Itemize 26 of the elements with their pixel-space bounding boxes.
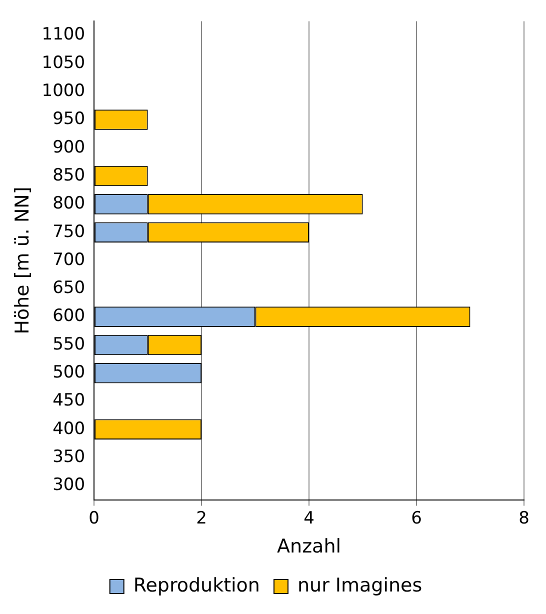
y-tick-label: 600 [52, 306, 86, 326]
x-tick-label: 8 [518, 508, 530, 528]
y-tick-label: 950 [52, 109, 86, 130]
y-tick-label: 400 [52, 418, 86, 439]
x-tick-label: 4 [304, 508, 314, 528]
legend-label: nur Imagines [297, 574, 422, 596]
y-tick-label: 550 [52, 334, 86, 354]
y-tick-label: 750 [52, 222, 86, 242]
y-tick-label: 1050 [42, 52, 86, 73]
y-tick-label: 450 [52, 390, 86, 411]
y-tick-label: 650 [52, 278, 86, 298]
y-tick-label: 900 [52, 137, 86, 158]
y-axis-title: Höhe [m ü. NN] [11, 186, 34, 334]
y-tick-label: 850 [52, 165, 86, 186]
x-tick-label: 2 [196, 508, 207, 528]
y-tick-label: 700 [52, 250, 86, 270]
x-axis-title: Anzahl [277, 536, 342, 558]
y-tick-label: 800 [52, 194, 86, 214]
y-tick-label: 350 [52, 446, 86, 467]
x-tick-label: 0 [88, 508, 100, 528]
y-tick-label: 300 [52, 475, 86, 496]
legend-label: Reproduktion [133, 574, 260, 596]
y-tick-label: 1000 [42, 81, 86, 102]
y-tick-label: 500 [52, 362, 86, 383]
x-tick-label: 6 [411, 508, 422, 528]
y-tick-label: 1100 [42, 24, 86, 45]
